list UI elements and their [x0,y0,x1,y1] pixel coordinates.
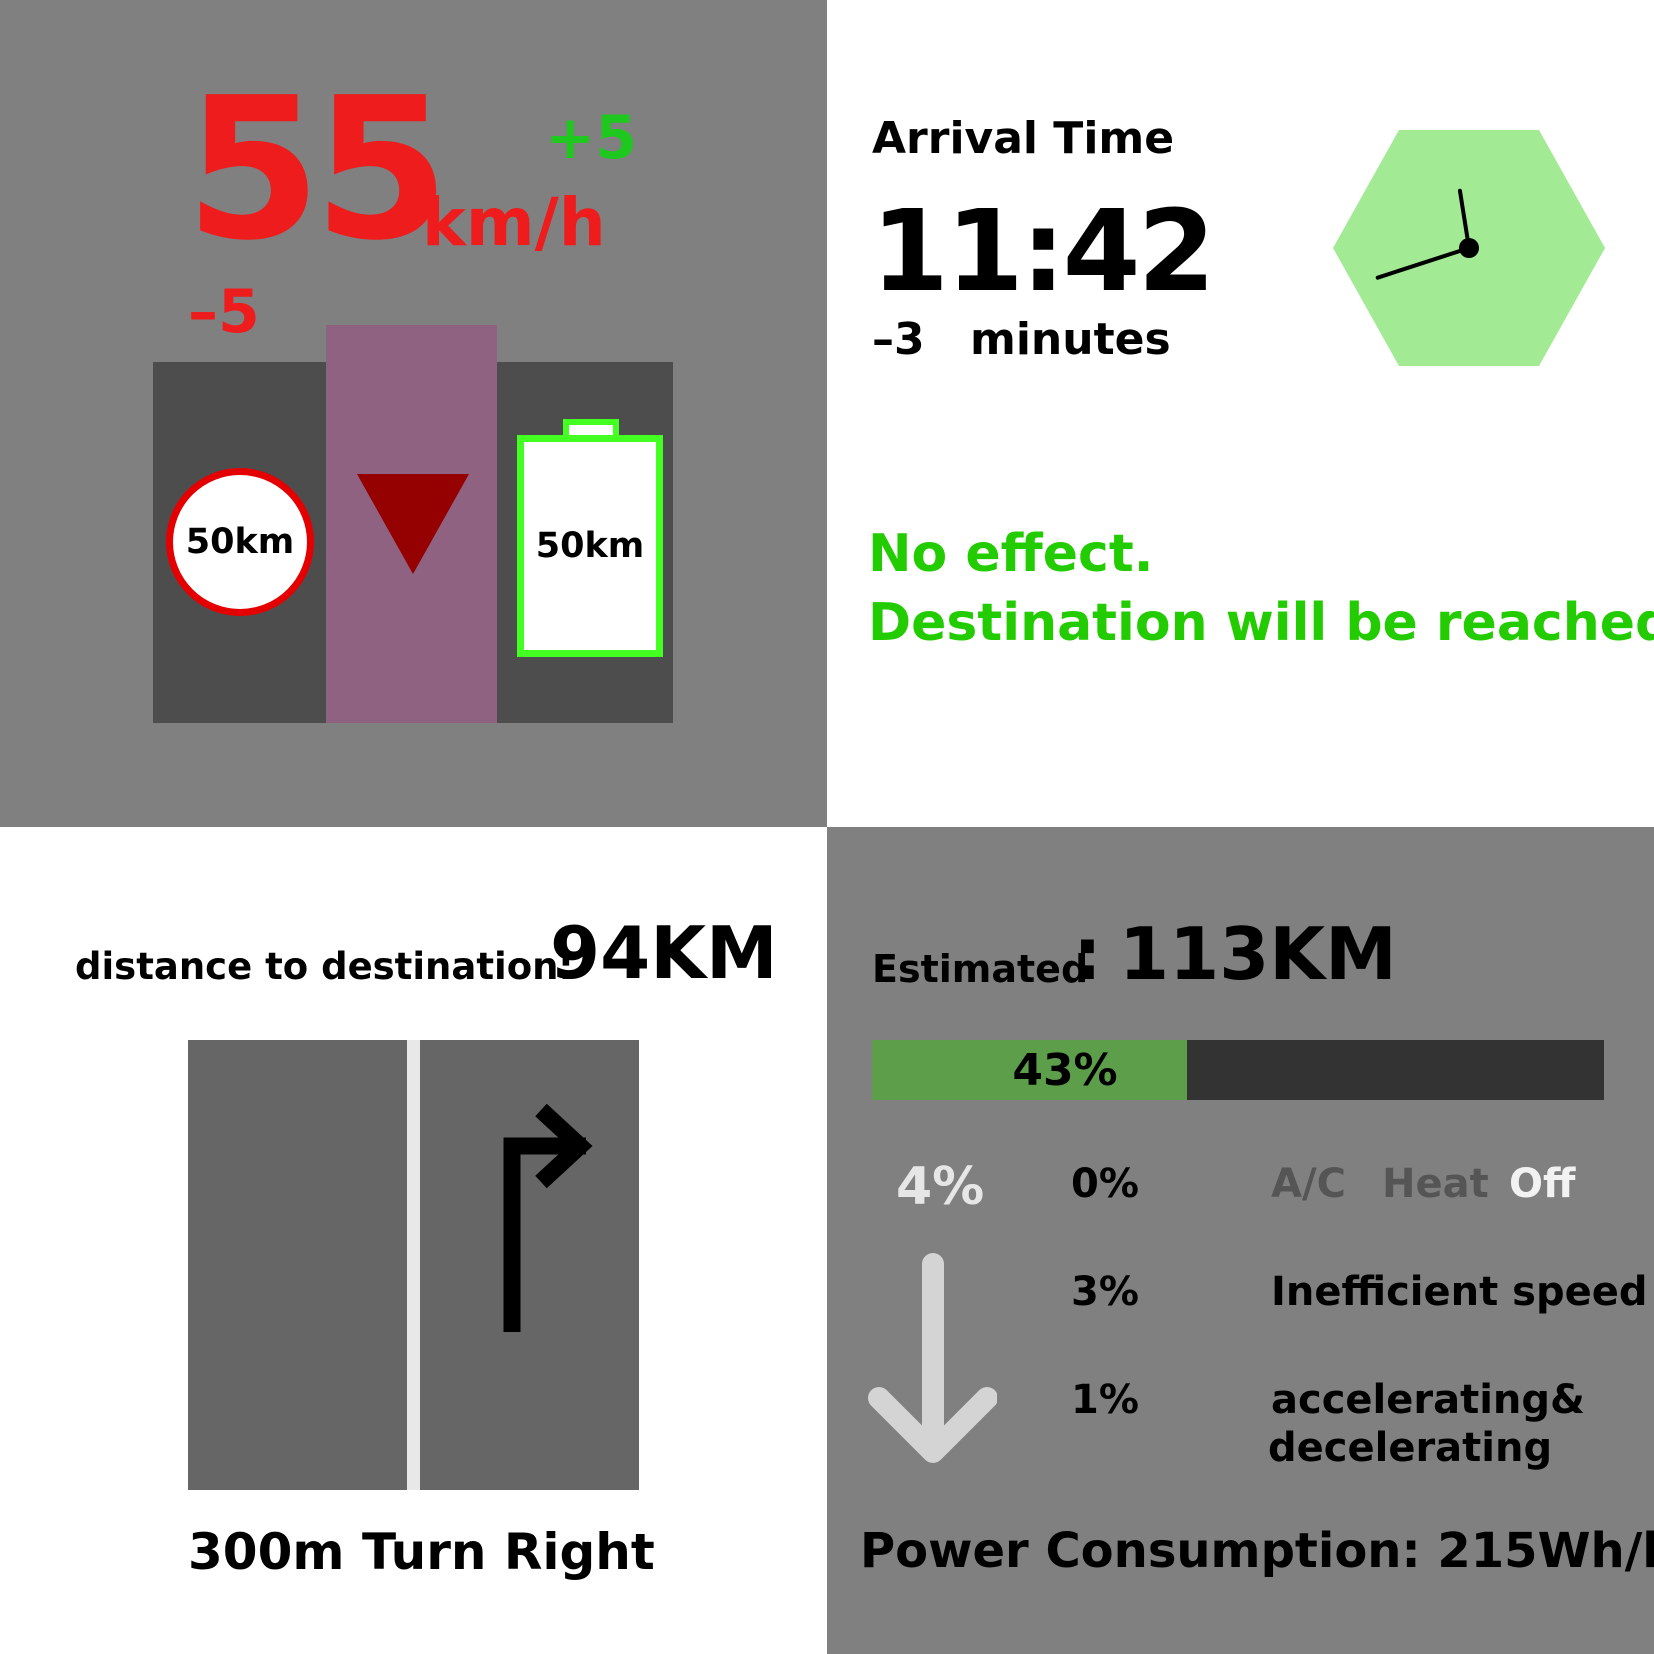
effect-message-line1: No effect. [868,524,1154,584]
arrival-title: Arrival Time [872,113,1175,164]
down-arrow-icon [868,1253,997,1463]
speed-panel: 55 km/h +5 –5 50km 50km [0,0,827,827]
climate-ac-option[interactable]: A/C [1271,1161,1346,1207]
battery-icon: 50km [517,435,663,657]
arrival-diff: –3 [872,314,925,365]
climate-saving-percent: 0% [1071,1161,1139,1207]
battery-progress-bar: 43% [872,1040,1604,1100]
accel-saving-label-line1: accelerating& [1271,1377,1585,1423]
climate-heat-option[interactable]: Heat [1382,1161,1489,1207]
clock-center-dot [1459,238,1479,258]
lane-divider [407,1040,420,1490]
estimated-range: 113KM [1119,912,1397,996]
battery-progress-fill [872,1040,1187,1100]
speed-unit: km/h [422,184,606,261]
estimated-label: Estimated [872,947,1089,991]
battery-progress-label: 43% [1012,1044,1118,1096]
turn-right-arrow-icon [503,1103,593,1332]
arrival-diff-unit: minutes [970,314,1171,365]
estimated-colon: : [1073,912,1102,996]
speed-saving-percent: 3% [1071,1269,1139,1315]
arrival-time: 11:42 [871,187,1216,317]
accel-saving-label-line2: decelerating [1268,1425,1553,1471]
accel-saving-percent: 1% [1071,1377,1139,1423]
next-turn-distance: 300m [188,1523,345,1581]
power-consumption: Power Consumption: 215Wh/km [860,1523,1654,1579]
effect-message-line2: Destination will be reached. [868,593,1654,653]
distance-value: 94KM [550,911,778,995]
arrival-panel: Arrival Time 11:42 –3 minutes No effect.… [827,0,1654,827]
slow-down-triangle-icon [357,474,469,574]
speed-saving-label: Inefficient speed [1271,1269,1648,1315]
next-turn-instruction: Turn Right [362,1523,655,1581]
total-saving-percent: 4% [896,1157,985,1217]
speed-limit-sign: 50km [166,468,314,616]
distance-label: distance to destination: [75,945,574,988]
energy-panel: Estimated : 113KM 43% 4% 0% A/C Heat Off… [827,827,1654,1654]
clock-minute-hand [1375,246,1471,280]
speed-increase-hint: +5 [545,103,638,173]
climate-off-option[interactable]: Off [1509,1161,1576,1207]
speed-decrease-hint: –5 [188,277,260,347]
current-speed: 55 [185,56,450,284]
clock-icon [1333,130,1605,366]
